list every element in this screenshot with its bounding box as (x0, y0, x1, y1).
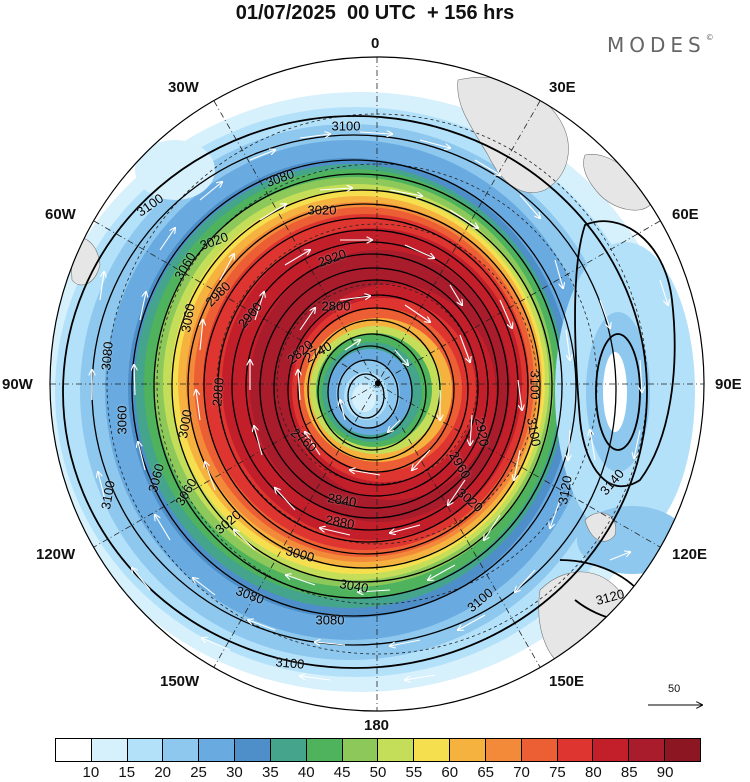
contour-label: 2800 (321, 298, 351, 314)
map-title: 01/07/2025 00 UTC + 156 hrs (235, 2, 515, 24)
colorbar-tick-label: 20 (154, 764, 171, 781)
colorbar-swatch (342, 739, 379, 761)
colorbar-swatch (306, 739, 343, 761)
colorbar-swatch (665, 739, 700, 761)
wind-speed-field (50, 57, 704, 711)
colorbar-swatch (485, 739, 522, 761)
contour-label: 3100 (274, 654, 306, 672)
colorbar-tick-label: 60 (441, 764, 459, 781)
lon-label-120e: 120E (672, 546, 708, 563)
colorbar-tick-label: 70 (513, 764, 530, 781)
colorbar-tick-label: 15 (118, 764, 136, 781)
lon-label-30w: 30W (168, 79, 199, 96)
colorbar-tick-label: 50 (369, 764, 387, 781)
colorbar-tick-label: 75 (549, 764, 566, 781)
lon-label-90e: 90E (715, 376, 742, 393)
contour-label: 3100 (527, 370, 543, 400)
lon-label-150e: 150E (549, 673, 585, 690)
colorbar-swatch (56, 739, 92, 761)
lon-label-90w: 90W (2, 376, 33, 393)
colorbar-swatch (163, 739, 200, 761)
colorbar-swatch (235, 739, 271, 761)
lon-label-60w: 60W (45, 206, 76, 223)
contour-label: 2980 (209, 376, 227, 408)
colorbar-swatch (199, 739, 236, 761)
colorbar-tick-label: 30 (226, 764, 243, 781)
colorbar-tick-label: 80 (584, 764, 602, 781)
colorbar-swatch (557, 739, 594, 761)
reference-vector-label: 50 (668, 683, 681, 695)
colorbar-tick-label: 65 (477, 764, 494, 781)
contour-label: 3020 (307, 202, 337, 218)
lon-label-60e: 60E (672, 206, 699, 223)
colorbar-swatch (378, 739, 415, 761)
colorbar-tick-label: 40 (297, 764, 315, 781)
contour-label: 3060 (114, 405, 130, 435)
colorbar-tick-label: 90 (656, 764, 674, 781)
colorbar-swatch (91, 739, 128, 761)
lon-label-30e: 30E (549, 79, 576, 96)
lon-label-150w: 150W (160, 673, 200, 690)
colorbar-tick-label: 85 (620, 764, 638, 781)
colorbar-swatch (127, 739, 164, 761)
colorbar-tick-label: 45 (333, 764, 351, 781)
colorbar-swatch (270, 739, 307, 761)
lon-label-180: 180 (364, 717, 390, 734)
colorbar-swatch (593, 739, 630, 761)
colorbar-swatch (629, 739, 666, 761)
lon-label-0: 0 (371, 35, 380, 52)
colorbar (55, 738, 701, 762)
colorbar-swatch (414, 739, 451, 761)
colorbar-swatch (450, 739, 486, 761)
colorbar-tick-label: 35 (261, 764, 279, 781)
wind-vectors (92, 88, 668, 680)
contour-label: 3080 (98, 340, 116, 372)
contour-label: 3100 (331, 118, 361, 134)
modes-logo: MODES© (607, 33, 714, 57)
contour-label: 3080 (315, 612, 345, 628)
colorbar-tick-label: 10 (82, 764, 100, 781)
lon-label-120w: 120W (36, 546, 76, 563)
colorbar-tick-label: 55 (405, 764, 423, 781)
colorbar-tick-label: 25 (190, 764, 207, 781)
colorbar-swatch (521, 739, 558, 761)
